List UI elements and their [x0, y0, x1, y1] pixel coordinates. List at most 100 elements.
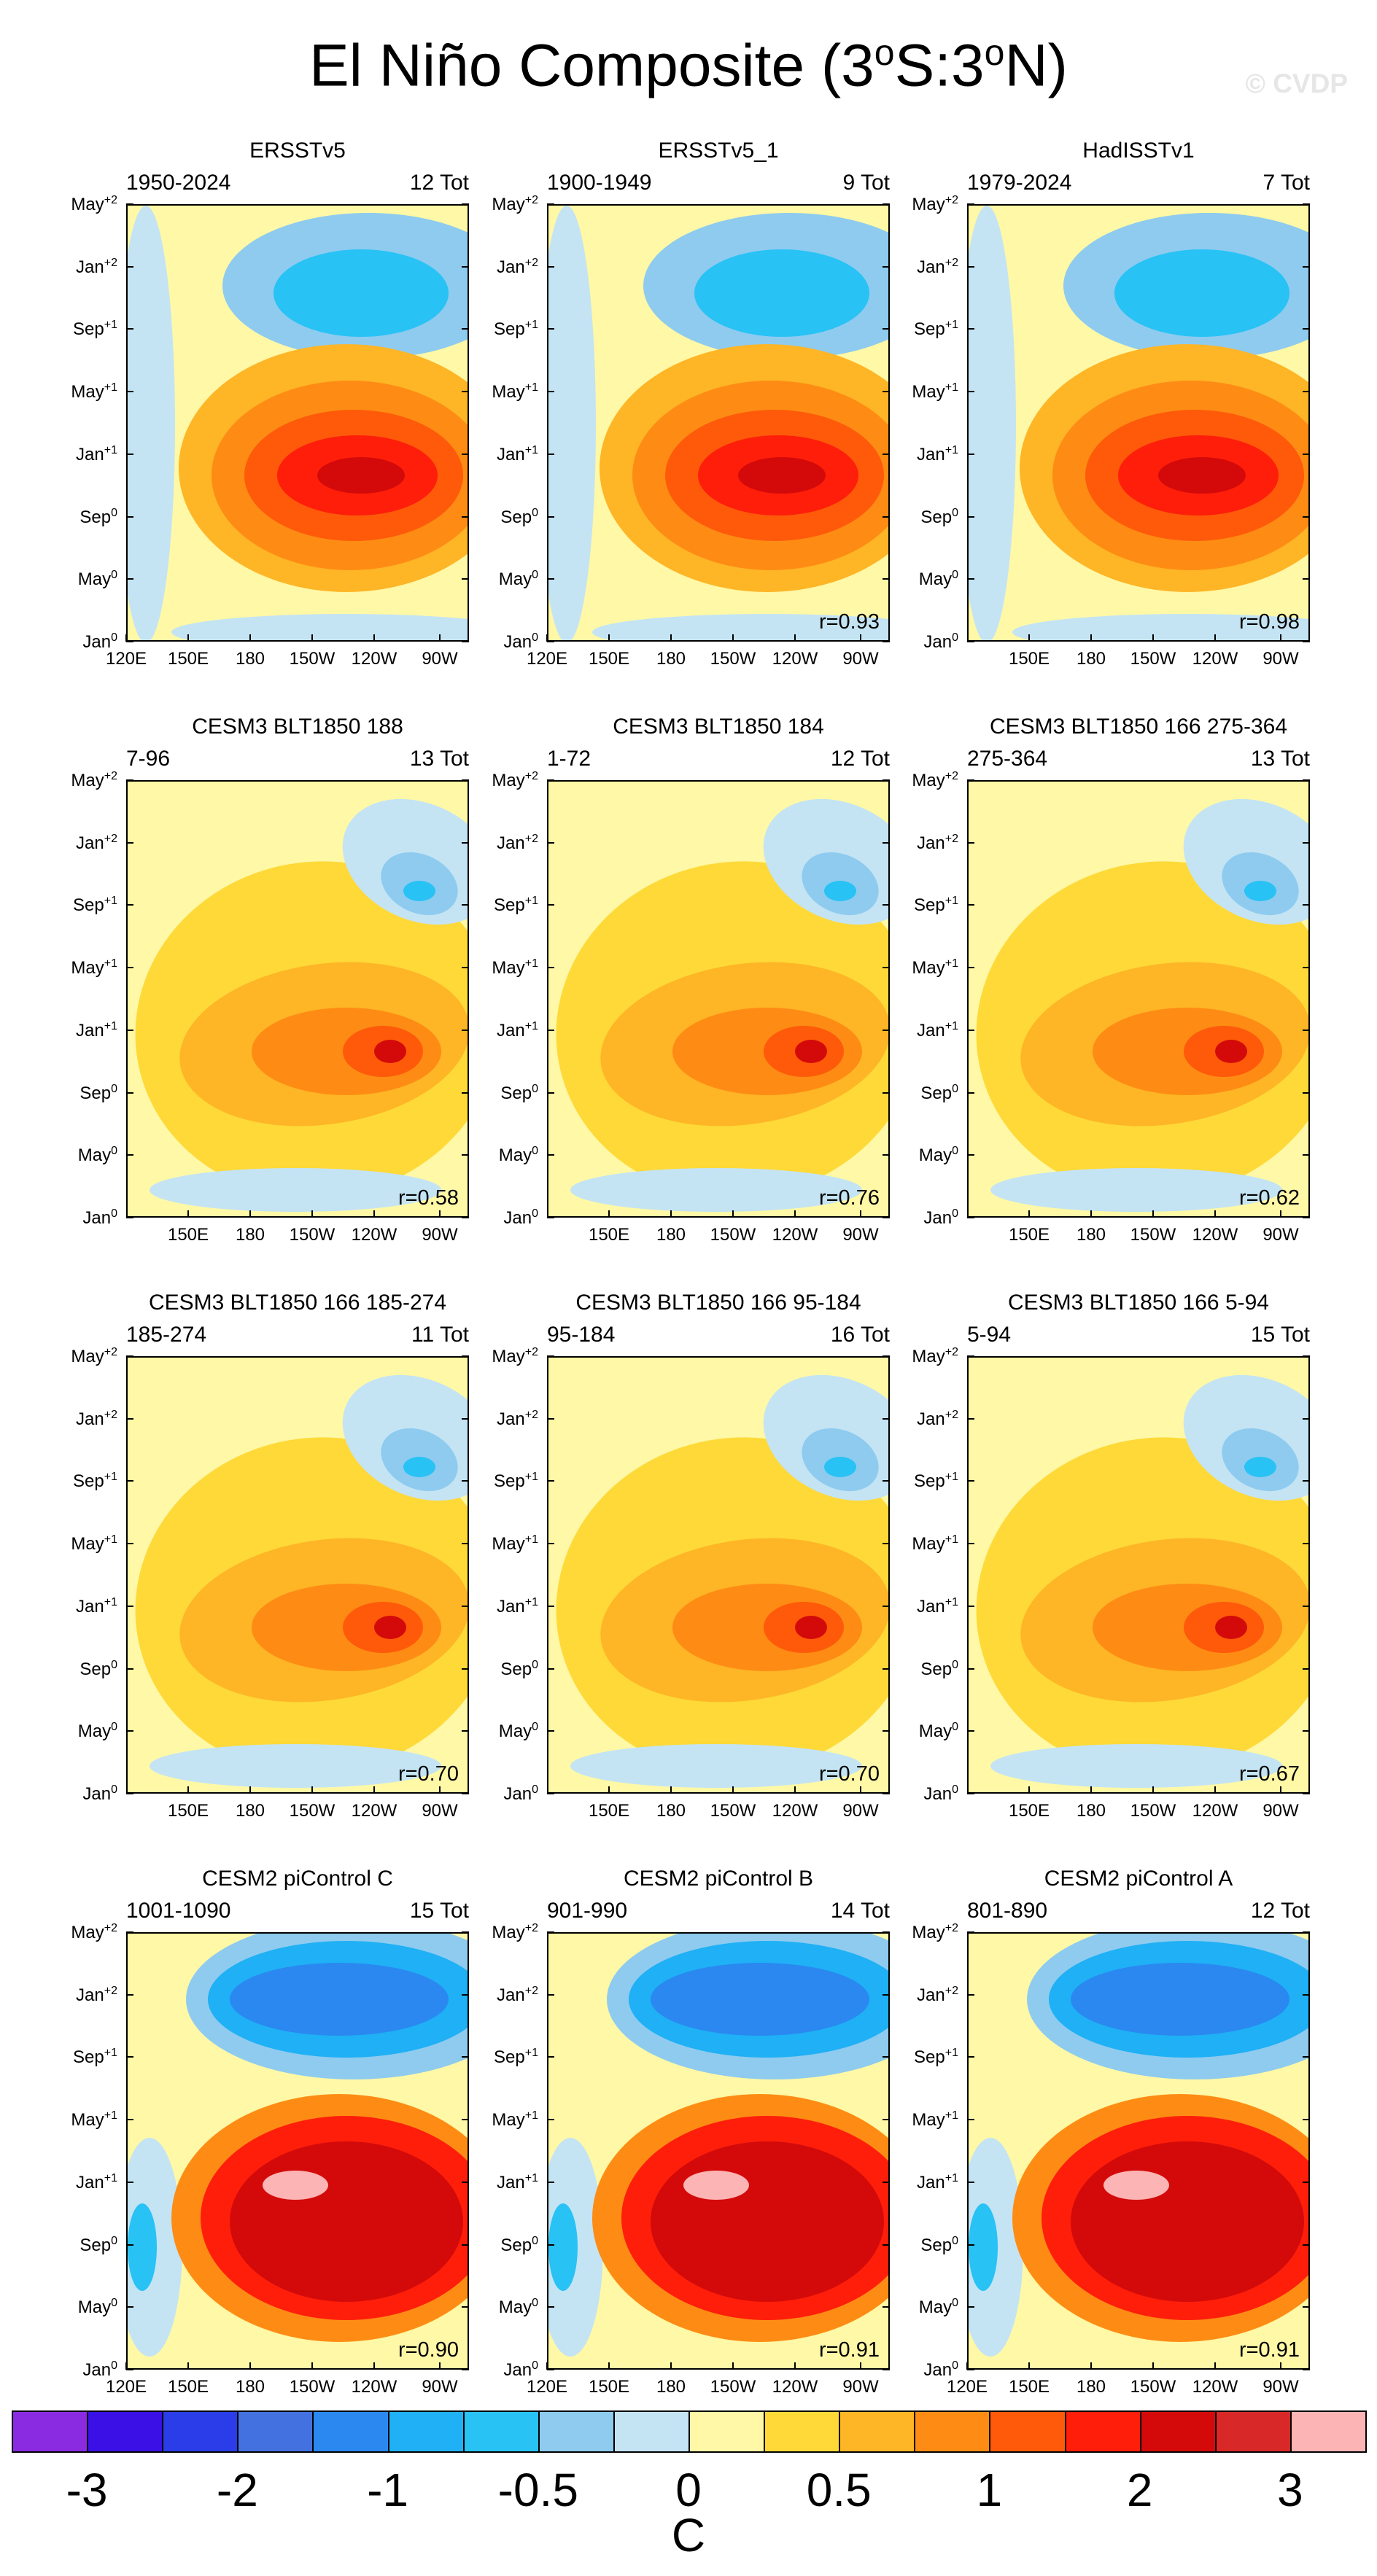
y-tick — [883, 2369, 890, 2370]
y-tick — [126, 1543, 133, 1545]
y-tick-label: May+1 — [912, 2109, 958, 2131]
cold-band-bottom — [592, 614, 888, 640]
colorbar-tick-label: 0 — [675, 2464, 702, 2516]
y-tick — [883, 967, 890, 969]
y-tick — [462, 1480, 469, 1482]
y-tick — [883, 2244, 890, 2246]
y-tick — [126, 2181, 133, 2183]
x-tick-label: 90W — [842, 1225, 879, 1245]
panel-title: CESM3 BLT1850 166 95-184 — [575, 1291, 861, 1315]
y-tick-label: May+1 — [492, 381, 538, 402]
x-tick — [1028, 1210, 1030, 1218]
panel-title: HadISSTv1 — [1082, 139, 1195, 163]
panel-2: ERSSTv5_1 1900-1949 9 Tot r=0.93 May+2 Jan+2 S… — [492, 139, 890, 693]
y-tick-label: May+1 — [71, 381, 117, 402]
y-tick — [547, 1730, 554, 1732]
x-tick-label: 180 — [656, 649, 686, 669]
y-tick — [462, 265, 469, 268]
x-tick-label: 90W — [842, 2377, 879, 2397]
y-tick-label: Jan0 — [503, 1783, 538, 1804]
y-tick — [967, 2244, 974, 2246]
panel-10: CESM2 piControl C 1001-1090 15 Tot r=0.90 Ma… — [71, 1867, 469, 2421]
colorbar-swatch — [1064, 2410, 1141, 2453]
warm-anomaly-peak — [1215, 1040, 1247, 1063]
cold-anomaly-inner — [1114, 249, 1289, 337]
x-tick — [187, 1786, 189, 1794]
x-tick-label: 120W — [1192, 649, 1238, 669]
y-tick — [1303, 1480, 1310, 1482]
y-tick — [967, 1154, 974, 1156]
x-tick-label: 120W — [1192, 1225, 1238, 1245]
y-tick-label: Jan0 — [503, 631, 538, 652]
y-tick — [462, 967, 469, 969]
y-tick — [547, 515, 554, 518]
y-tick — [126, 265, 133, 268]
y-tick — [1303, 578, 1310, 580]
x-tick — [860, 1210, 861, 1218]
y-tick-label: May+2 — [912, 1922, 958, 1942]
y-tick-label: May+1 — [71, 2109, 117, 2131]
panel-event-count: 13 Tot — [409, 747, 469, 771]
y-tick-label: Jan0 — [82, 1207, 117, 1228]
y-tick-label: May+1 — [492, 1533, 538, 1554]
contour-plot: r=0.67 — [967, 1356, 1310, 1794]
y-tick — [462, 1605, 469, 1607]
contour-field — [548, 206, 888, 640]
panel-3: HadISSTv1 1979-2024 7 Tot r=0.98 May+2 Jan+2 S… — [912, 139, 1310, 693]
panel-title: CESM3 BLT1850 184 — [613, 715, 824, 739]
panel-event-count: 13 Tot — [1250, 747, 1310, 771]
x-tick — [670, 2362, 672, 2370]
pattern-correlation: r=0.70 — [818, 1762, 880, 1786]
x-tick — [125, 2362, 127, 2370]
y-tick — [1303, 1154, 1310, 1156]
x-tick-label: 150E — [167, 2377, 209, 2397]
y-tick — [547, 2181, 554, 2183]
x-tick — [311, 634, 313, 642]
cold-anomaly-inner — [694, 249, 869, 337]
panel-years: 1979-2024 — [967, 171, 1072, 195]
x-tick — [860, 1786, 861, 1794]
y-tick — [547, 641, 554, 642]
y-tick — [883, 1668, 890, 1670]
x-tick — [1028, 634, 1030, 642]
pattern-correlation: r=0.62 — [1238, 1186, 1300, 1210]
y-tick-label: Jan+1 — [497, 443, 538, 464]
x-tick — [1280, 634, 1281, 642]
y-tick — [547, 1355, 554, 1357]
y-tick — [883, 328, 890, 330]
y-tick-label: Jan0 — [923, 1783, 958, 1804]
y-tick — [967, 2306, 974, 2308]
y-tick — [547, 328, 554, 330]
y-tick-label: May+2 — [71, 770, 117, 790]
warm-anomaly-peak — [1158, 457, 1246, 494]
y-tick — [967, 2369, 974, 2370]
y-tick — [126, 328, 133, 330]
y-tick — [967, 328, 974, 330]
panel-title: CESM2 piControl C — [202, 1867, 393, 1891]
y-tick — [967, 265, 974, 268]
cold-band-west — [128, 206, 175, 640]
x-tick — [187, 2362, 189, 2370]
x-tick — [311, 1210, 313, 1218]
y-tick — [883, 841, 890, 844]
panel-9: CESM3 BLT1850 166 5-94 5-94 15 Tot r=0.67 Ma… — [912, 1291, 1310, 1845]
y-tick-label: May+1 — [492, 957, 538, 978]
panel-title: ERSSTv5 — [249, 139, 346, 163]
x-tick — [187, 1210, 189, 1218]
x-tick-label: 150E — [1008, 1225, 1050, 1245]
cold-anomaly-inner — [274, 249, 449, 337]
panel-title: ERSSTv5_1 — [658, 139, 779, 163]
y-tick — [883, 265, 890, 268]
y-tick — [547, 265, 554, 268]
warm-anomaly-peak — [317, 457, 405, 494]
y-tick — [462, 1217, 469, 1218]
x-tick-label: 150E — [167, 649, 209, 669]
x-tick-label: 90W — [1262, 2377, 1299, 2397]
y-tick — [126, 2119, 133, 2121]
y-tick-label: Sep+1 — [494, 2047, 538, 2068]
x-tick-label: 150E — [1008, 649, 1050, 669]
y-tick — [126, 2056, 133, 2058]
colorbar-tick-label: -3 — [66, 2464, 108, 2516]
colorbar-swatch — [12, 2410, 89, 2453]
y-tick-label: Sep+1 — [914, 1471, 958, 1492]
